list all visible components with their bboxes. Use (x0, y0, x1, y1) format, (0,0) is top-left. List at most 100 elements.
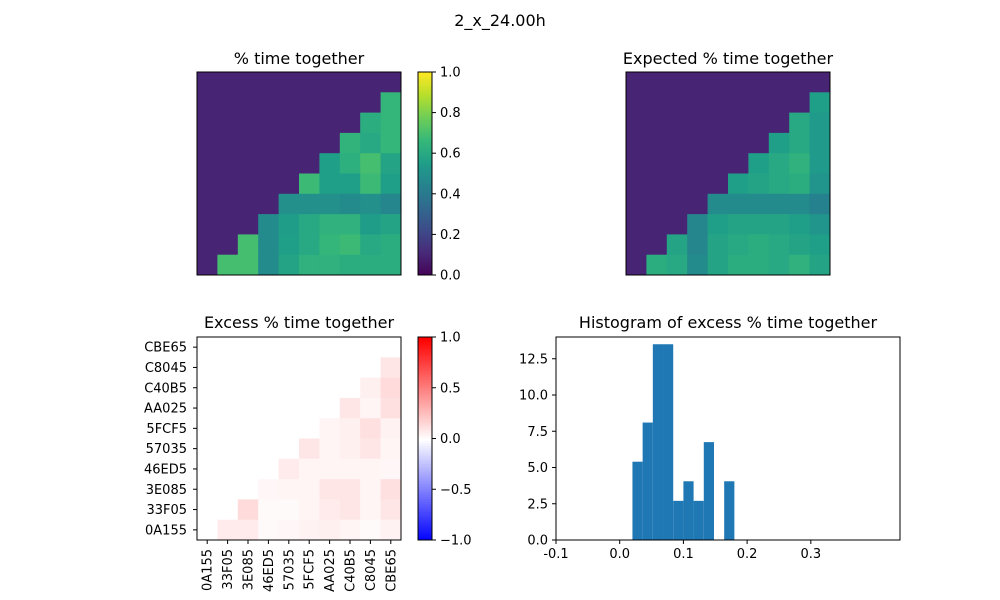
colorbar-segment (418, 201, 432, 205)
colorbar-segment (418, 165, 432, 169)
colorbar-segment (418, 132, 432, 136)
heatmap-cell (339, 479, 361, 500)
colorbar-segment (418, 423, 432, 427)
colorbar-segment (418, 203, 432, 207)
heatmap-cell (728, 234, 749, 256)
colorbar-segment (418, 269, 432, 273)
colorbar-tick-label: 0.5 (440, 381, 461, 396)
colorbar-segment (418, 135, 432, 139)
colorbar-segment (418, 418, 432, 422)
heatmap-cell (217, 397, 239, 419)
heatmap-cell (299, 254, 320, 276)
heatmap-cell (728, 153, 749, 174)
colorbar-segment (418, 400, 432, 404)
heatmap-cell (380, 173, 402, 195)
heatmap-cell (339, 132, 361, 154)
heatmap-cell (319, 153, 341, 174)
colorbar-segment (418, 259, 432, 263)
heatmap-cell (217, 499, 239, 521)
heatmap-cell (197, 458, 218, 480)
colorbar-segment (418, 496, 432, 500)
heatmap-cell (197, 193, 218, 215)
heatmap-cell (360, 193, 381, 215)
panel-title: % time together (234, 49, 365, 68)
x-tick-label: 5FCF5 (303, 549, 318, 590)
colorbar-segment (418, 390, 432, 394)
heatmap-cell (197, 479, 218, 500)
heatmap-cell (237, 377, 259, 399)
heatmap-cell (626, 132, 647, 154)
heatmap-cell (646, 153, 668, 174)
colorbar-segment (418, 120, 432, 124)
heatmap-cell (768, 112, 790, 134)
heatmap-cell (380, 519, 402, 541)
heatmap-cell (197, 132, 218, 154)
heatmap-cell (646, 214, 668, 235)
heatmap-cell (299, 132, 320, 154)
colorbar-segment (418, 224, 432, 228)
colorbar-segment (418, 377, 432, 381)
colorbar-segment (418, 392, 432, 396)
heatmap-cell (339, 377, 361, 399)
heatmap-cell (339, 112, 361, 134)
colorbar-segment (418, 514, 432, 518)
heatmap-cell (707, 92, 729, 113)
heatmap-cell (319, 377, 341, 399)
heatmap-cell (380, 214, 402, 235)
colorbar-tick-label: 1.0 (440, 331, 461, 346)
heatmap-cell (319, 254, 341, 276)
colorbar-segment (418, 451, 432, 455)
colorbar-segment (418, 415, 432, 419)
heatmap-cell (339, 92, 361, 113)
colorbar-segment (418, 257, 432, 261)
colorbar-segment (418, 122, 432, 126)
y-tick-label: 0.0 (527, 534, 548, 549)
x-tick-label: -0.1 (543, 547, 568, 562)
heatmap-cell (237, 92, 259, 113)
colorbar-segment (418, 234, 432, 238)
heatmap-cell (237, 418, 259, 439)
heatmap-cell (319, 337, 341, 358)
heatmap-cell (360, 92, 381, 113)
x-tick-label: 3E085 (242, 549, 257, 590)
colorbar-segment (418, 125, 432, 129)
heatmap-cell (278, 234, 300, 256)
heatmap-cell (319, 499, 341, 521)
colorbar-segment (418, 339, 432, 343)
colorbar-segment (418, 524, 432, 528)
heatmap-cell (748, 214, 770, 235)
y-tick-label: 0A155 (145, 523, 187, 538)
colorbar-segment (418, 458, 432, 462)
heatmap-cell (380, 377, 402, 399)
histogram-bar (673, 500, 684, 540)
colorbar-segment (418, 438, 432, 442)
panel-title: Excess % time together (204, 313, 395, 332)
colorbar-segment (418, 372, 432, 376)
heatmap-cell (319, 92, 341, 113)
heatmap-expected-time-together (626, 72, 831, 276)
y-tick-label: 33F05 (146, 503, 187, 518)
colorbar-segment (418, 173, 432, 177)
heatmap-cell (237, 458, 259, 480)
x-tick-label: 0.3 (800, 547, 821, 562)
heatmap-cell (237, 193, 259, 215)
panel-expected-time-together: Expected % time together (623, 49, 834, 276)
heatmap-cell (809, 92, 831, 113)
histogram-bar (703, 442, 714, 540)
colorbar-segment (418, 145, 432, 149)
heatmap-cell (197, 377, 218, 399)
heatmap-cell (217, 153, 239, 174)
colorbar-segment (418, 191, 432, 195)
heatmap-cell (768, 72, 790, 93)
colorbar-segment (418, 209, 432, 213)
y-tick-label: AA025 (144, 402, 187, 417)
colorbar-segment (418, 342, 432, 346)
heatmap-cell (646, 132, 668, 154)
colorbar-segment (418, 72, 432, 76)
heatmap-cell (768, 153, 790, 174)
heatmap-cell (278, 132, 300, 154)
colorbar-segment (418, 99, 432, 103)
heatmap-frame (196, 71, 402, 276)
heatmap-cell (707, 193, 729, 215)
heatmap-cell (217, 173, 239, 195)
